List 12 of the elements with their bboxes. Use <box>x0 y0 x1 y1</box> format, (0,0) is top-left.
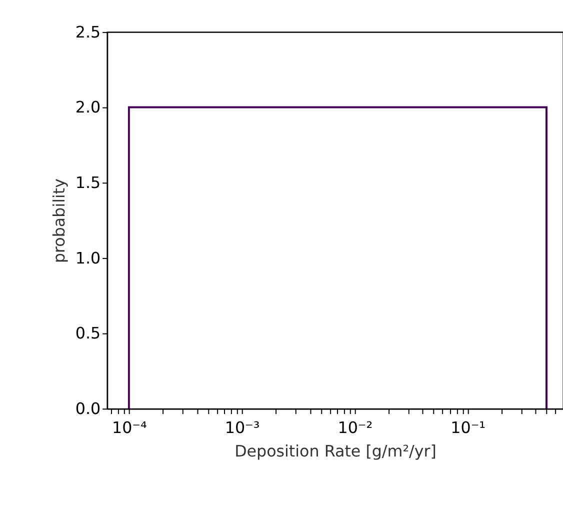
y-tick-label: 1.5 <box>75 173 101 192</box>
x-axis-title: Deposition Rate [g/m²/yr] <box>234 442 436 461</box>
y-tick-label: 2.5 <box>75 22 101 42</box>
y-tick-label: 1.0 <box>75 248 101 268</box>
x-tick-label: 10⁻¹ <box>450 418 486 437</box>
y-tick-label: 0.5 <box>75 324 101 343</box>
y-axis-title: probability <box>49 178 68 264</box>
x-tick-label: 10⁻² <box>338 418 373 437</box>
x-tick-label: 10⁻³ <box>224 418 260 437</box>
x-tick-label: 10⁻⁴ <box>112 418 147 437</box>
y-tick-label: 0.0 <box>75 399 101 418</box>
y-tick-label: 2.0 <box>75 98 101 117</box>
